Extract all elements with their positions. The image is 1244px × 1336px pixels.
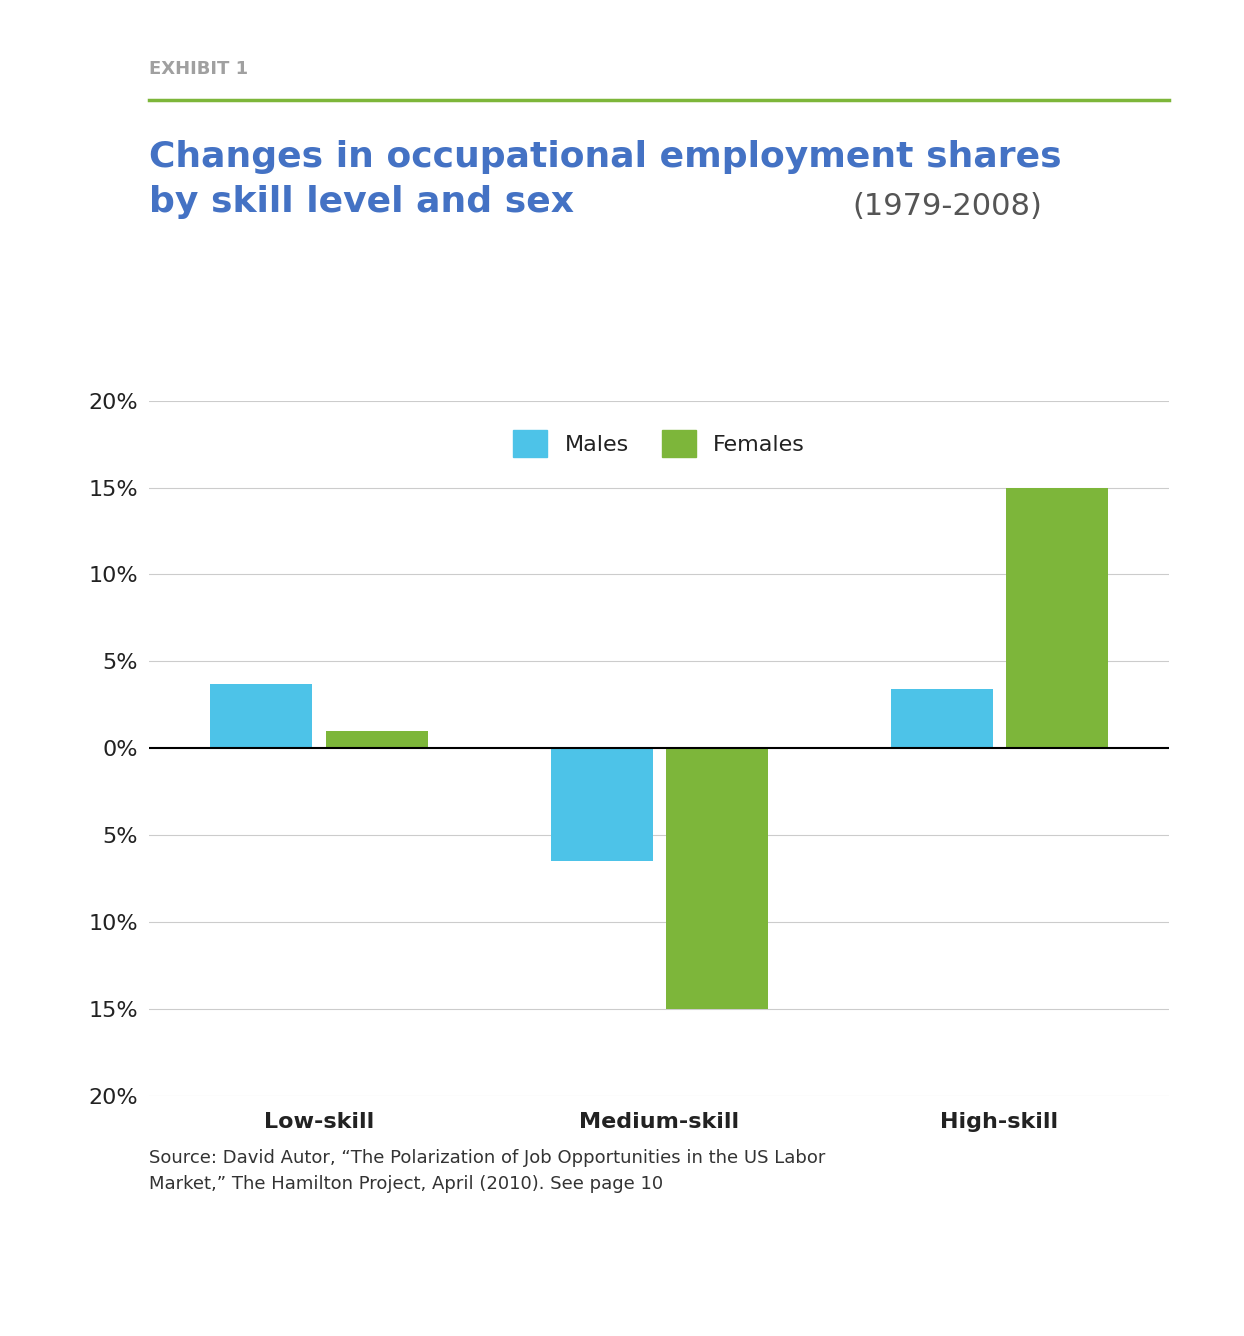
Bar (551, 748, 653, 862)
Bar (326, 731, 428, 748)
Bar (210, 684, 312, 748)
Bar (1006, 488, 1108, 748)
Bar (891, 689, 993, 748)
Text: Source: David Autor, “The Polarization of Job Opportunities in the US Labor
Mark: Source: David Autor, “The Polarization o… (149, 1149, 826, 1193)
Text: (1979-2008): (1979-2008) (852, 192, 1042, 222)
Bar (666, 748, 768, 1009)
Legend: Males, Females: Males, Females (503, 420, 816, 468)
Text: EXHIBIT 1: EXHIBIT 1 (149, 60, 249, 77)
Text: Changes in occupational employment shares
by skill level and sex: Changes in occupational employment share… (149, 140, 1062, 219)
